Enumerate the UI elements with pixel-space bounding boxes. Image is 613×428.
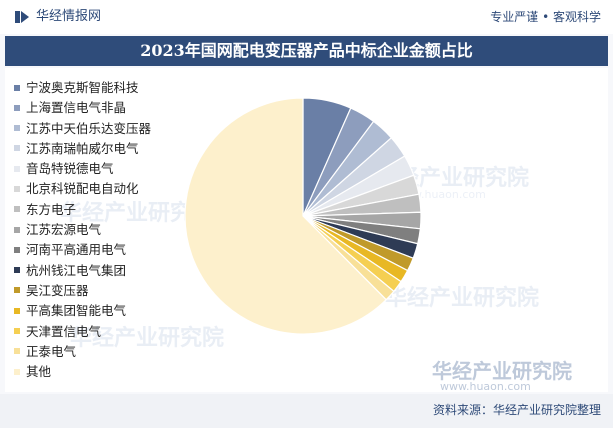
legend-label: 东方电子 (26, 201, 77, 217)
legend-swatch (14, 267, 20, 274)
legend-swatch (14, 307, 20, 314)
legend-item: 其他 (14, 362, 151, 382)
legend: 宁波奥克斯智能科技 上海置信电气非晶江苏中天伯乐达变压器 江苏南瑞帕威尔电气 音岛特锐… (14, 78, 151, 382)
legend-label: 其他 (26, 364, 52, 380)
title-bar: 2023年国网配电变压器产品中标企业金额占比 (5, 36, 608, 66)
legend-item: 东方电子 (14, 200, 151, 220)
legend-label: 正泰电气 (26, 343, 77, 359)
legend-item: 北京科锐配电自动化 (14, 179, 151, 199)
legend-swatch (14, 348, 20, 355)
legend-item: 江苏中天伯乐达变压器 (14, 119, 151, 139)
legend-swatch (14, 226, 20, 233)
legend-item: 正泰电气 (14, 342, 151, 362)
legend-label: 江苏宏源电气 (26, 222, 102, 238)
watermark-text: 华经产业研究院 (385, 286, 540, 311)
legend-label: 北京科锐配电自动化 (26, 181, 139, 197)
legend-swatch (14, 185, 20, 192)
legend-label: 音岛特锐德电气 (26, 161, 114, 177)
legend-swatch (14, 84, 20, 91)
legend-swatch (14, 104, 20, 111)
legend-item: 江苏南瑞帕威尔电气 (14, 139, 151, 159)
legend-item: 江苏宏源电气 (14, 220, 151, 240)
legend-swatch (14, 328, 20, 335)
legend-label: 平高集团智能电气 (26, 303, 127, 319)
legend-label: 天津置信电气 (26, 323, 102, 339)
legend-swatch (14, 165, 20, 172)
tagline: 专业严谨 • 客观科学 (490, 10, 601, 24)
legend-label: 上海置信电气非晶 (26, 100, 127, 116)
legend-item: 杭州钱江电气集团 (14, 261, 151, 281)
legend-item: 宁波奥克斯智能科技 (14, 78, 151, 98)
legend-item: 音岛特锐德电气 (14, 159, 151, 179)
legend-label: 宁波奥克斯智能科技 (26, 80, 139, 95)
brand-name: 华经情报网 (36, 9, 102, 24)
watermark-text: 华经产业研究院 (70, 326, 225, 351)
legend-swatch (14, 287, 20, 294)
legend-swatch (14, 206, 20, 213)
legend-item: 吴江变压器 (14, 281, 151, 301)
legend-swatch (14, 125, 20, 132)
legend-label: 杭州钱江电气集团 (26, 262, 127, 278)
chart-title: 2023年国网配电变压器产品中标企业金额占比 (140, 41, 473, 60)
footer-bar (0, 394, 613, 428)
legend-item: 平高集团智能电气 (14, 301, 151, 321)
legend-swatch (14, 145, 20, 152)
legend-label: 河南平高通用电气 (26, 242, 127, 258)
pie-slice (184, 97, 388, 335)
source-note: 资料来源：华经产业研究院整理 (432, 403, 601, 417)
watermark-url: www.huaon.com (440, 380, 531, 393)
legend-item: 上海置信电气非晶 (14, 98, 151, 118)
legend-label: 江苏南瑞帕威尔电气 (26, 140, 139, 156)
logo-icon (15, 11, 29, 23)
legend-swatch (14, 246, 20, 253)
legend-label: 吴江变压器 (26, 282, 89, 298)
legend-item: 河南平高通用电气 (14, 240, 151, 260)
legend-item: 天津置信电气 (14, 322, 151, 342)
header-bar: 华经情报网 专业严谨 • 客观科学 (0, 0, 613, 34)
legend-label: 江苏中天伯乐达变压器 (26, 120, 152, 136)
watermark-text: 华经产业研究院 (432, 359, 572, 383)
legend-swatch (14, 368, 20, 375)
